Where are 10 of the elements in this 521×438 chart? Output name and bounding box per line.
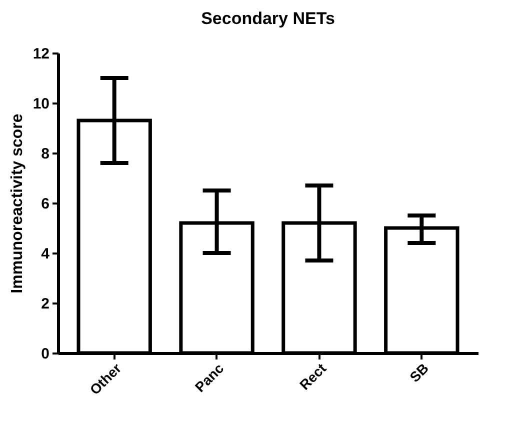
y-tick-label: 6 [41, 196, 50, 212]
y-tick-label: 4 [41, 246, 50, 262]
chart-title: Secondary NETs [201, 9, 335, 28]
y-axis-title: Immunoreactivity score [8, 114, 26, 294]
x-tick-label: SB [406, 360, 432, 386]
y-tick-label: 8 [41, 146, 50, 162]
y-tick-label: 10 [32, 96, 50, 112]
y-tick-label: 0 [41, 346, 50, 362]
y-tick-label: 2 [41, 296, 50, 312]
y-tick-label: 12 [32, 46, 50, 62]
